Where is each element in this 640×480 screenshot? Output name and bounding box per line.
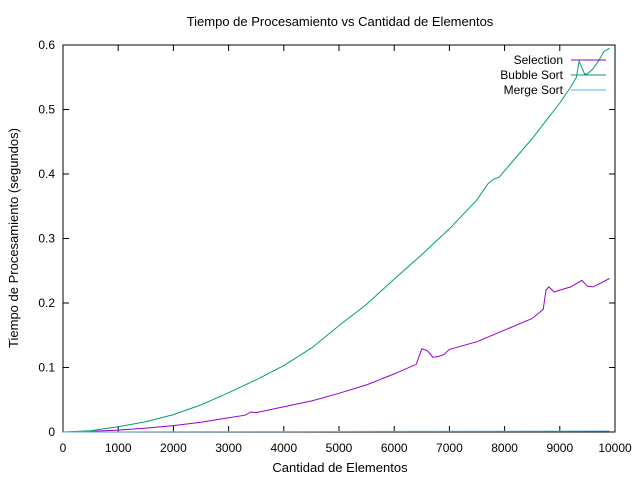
legend-label: Merge Sort <box>504 83 564 97</box>
y-tick-label: 0.6 <box>38 38 55 52</box>
x-tick-label: 4000 <box>270 441 297 455</box>
series-lines <box>62 47 610 433</box>
chart-title: Tiempo de Procesamiento vs Cantidad de E… <box>187 14 494 29</box>
y-tick-label: 0.1 <box>38 361 55 375</box>
y-tick-label: 0.4 <box>38 167 55 181</box>
y-tick-label: 0.2 <box>38 296 55 310</box>
x-tick-label: 6000 <box>381 441 408 455</box>
y-axis-label: Tiempo de Procesamiento (segundos) <box>6 128 21 348</box>
series-line-selection <box>62 278 610 433</box>
legend-label: Selection <box>514 53 563 67</box>
x-tick-label: 2000 <box>160 441 187 455</box>
x-tick-label: 7000 <box>436 441 463 455</box>
x-tick-label: 10000 <box>598 441 632 455</box>
y-axis: 0 0.1 0.2 0.3 0.4 0.5 0.6 <box>38 38 615 439</box>
x-tick-label: 8000 <box>491 441 518 455</box>
x-tick-label: 0 <box>60 441 67 455</box>
x-axis: 0 1000 2000 3000 4000 5000 6000 7000 8000 9000 100… <box>60 45 632 455</box>
x-tick-label: 1000 <box>105 441 132 455</box>
series-line-merge-sort <box>62 430 610 433</box>
series-line-bubble-sort <box>62 47 610 433</box>
legend-label: Bubble Sort <box>500 68 563 82</box>
y-tick-label: 0.5 <box>38 103 55 117</box>
y-tick-label: 0 <box>48 425 55 439</box>
x-tick-label: 9000 <box>546 441 573 455</box>
y-tick-label: 0.3 <box>38 232 55 246</box>
x-tick-label: 5000 <box>326 441 353 455</box>
x-tick-label: 3000 <box>215 441 242 455</box>
x-axis-label: Cantidad de Elementos <box>272 460 408 475</box>
